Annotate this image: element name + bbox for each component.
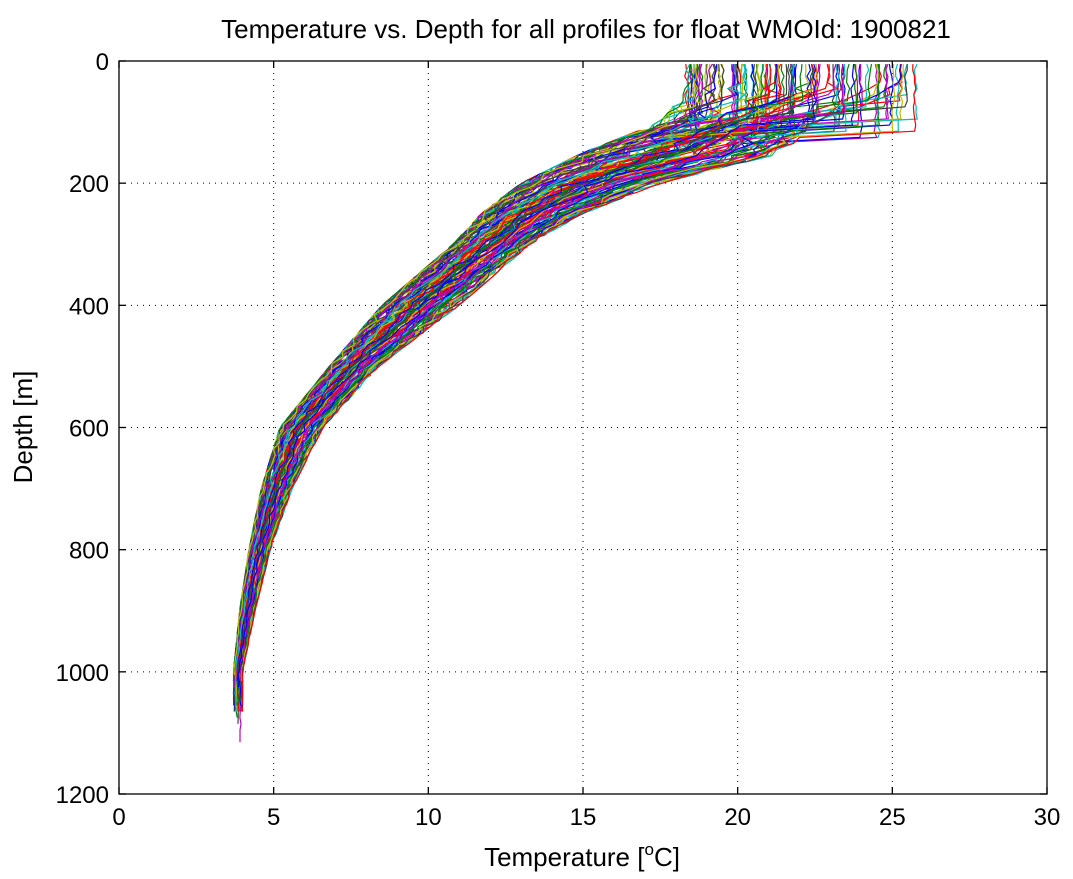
x-tick-label: 5 bbox=[267, 804, 280, 831]
x-axis-label-superscript: o bbox=[644, 840, 653, 859]
x-tick-label: 25 bbox=[879, 804, 906, 831]
chart-title: Temperature vs. Depth for all profiles f… bbox=[221, 14, 951, 44]
profile-line bbox=[234, 63, 746, 712]
grid-lines bbox=[119, 61, 1047, 794]
y-tick-label: 400 bbox=[69, 293, 109, 320]
profile-line bbox=[233, 64, 699, 675]
profile-line bbox=[237, 63, 770, 663]
y-tick-label: 600 bbox=[69, 416, 109, 443]
profile-lines bbox=[232, 63, 918, 743]
profile-line bbox=[237, 63, 793, 694]
x-tick-label: 0 bbox=[112, 804, 125, 831]
profile-line bbox=[241, 64, 917, 712]
x-tick-label: 10 bbox=[415, 804, 442, 831]
profile-line bbox=[237, 63, 818, 688]
y-tick-label: 200 bbox=[69, 171, 109, 198]
profile-line bbox=[233, 64, 698, 669]
profile-line bbox=[239, 64, 846, 682]
y-tick-label: 0 bbox=[96, 49, 109, 76]
y-tick-label: 800 bbox=[69, 538, 109, 565]
x-tick-label: 20 bbox=[724, 804, 751, 831]
y-axis-label: Depth [m] bbox=[8, 371, 38, 484]
y-tick-label: 1000 bbox=[56, 660, 109, 687]
x-axis-label-main: Temperature [ bbox=[484, 842, 645, 872]
x-axis-label-tail: C] bbox=[654, 842, 680, 872]
x-tick-label: 15 bbox=[570, 804, 597, 831]
profile-line bbox=[237, 64, 769, 663]
axis-ticks: 0 5 10 15 20 25 30 0 200 400 600 800 1000 1200 bbox=[56, 49, 1061, 831]
y-tick-label: 1200 bbox=[56, 782, 109, 809]
profile-line bbox=[236, 64, 778, 682]
x-axis-label: Temperature [oC] bbox=[484, 840, 680, 872]
x-tick-label: 30 bbox=[1034, 804, 1061, 831]
profile-line bbox=[240, 64, 881, 700]
